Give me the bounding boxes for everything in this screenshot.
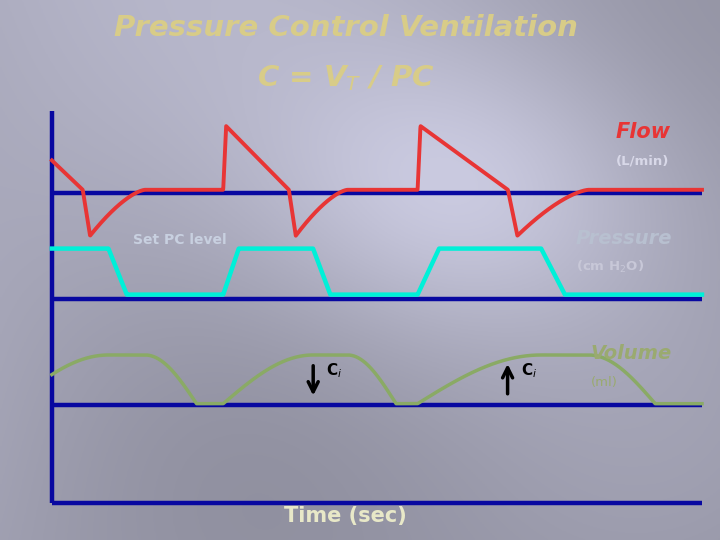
Text: Flow: Flow bbox=[616, 122, 670, 142]
Text: (cm H$_2$O): (cm H$_2$O) bbox=[576, 259, 644, 275]
Text: C = V$_T$ / PC: C = V$_T$ / PC bbox=[257, 63, 434, 93]
Text: Pressure: Pressure bbox=[576, 230, 672, 248]
Text: Time (sec): Time (sec) bbox=[284, 507, 407, 526]
Text: Pressure Control Ventilation: Pressure Control Ventilation bbox=[114, 15, 577, 42]
Text: (L/min): (L/min) bbox=[616, 154, 669, 167]
Text: Set PC level: Set PC level bbox=[133, 233, 227, 247]
Text: (ml): (ml) bbox=[590, 376, 617, 389]
Text: C$_i$: C$_i$ bbox=[521, 361, 537, 380]
Text: C$_i$: C$_i$ bbox=[326, 361, 343, 380]
Text: Volume: Volume bbox=[590, 345, 672, 363]
